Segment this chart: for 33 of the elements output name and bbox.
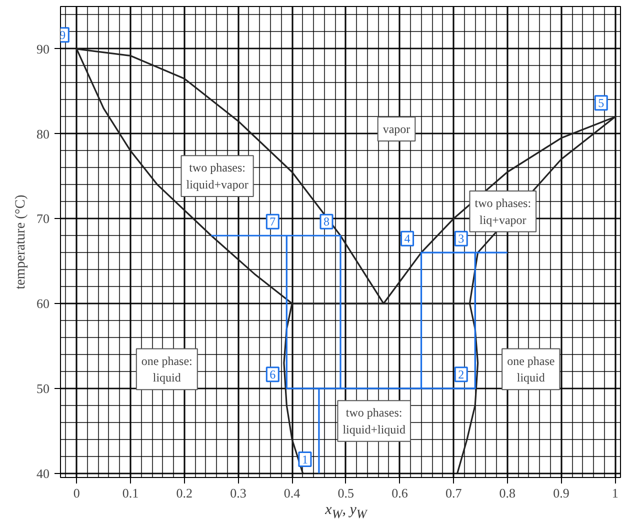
annotation: 6 [270,367,276,382]
x-tick-label: 0.7 [445,486,462,500]
annotation: 5 [598,96,604,110]
y-tick-label: 80 [36,126,50,142]
y-tick-label: 60 [36,296,50,312]
annotation: two phases: liq+vapor [474,196,532,227]
annotation: 7 [270,214,276,229]
y-tick-label: 50 [36,380,50,396]
x-tick-label: 0 [73,486,80,500]
x-tick-label: 0.4 [284,486,301,500]
y-tick-label: 90 [36,41,50,56]
x-tick-label: 0.5 [338,486,354,500]
x-axis-title: x$_{W}$, y$_{W}$ [324,501,368,523]
annotation: two phases: liquid+liquid [342,406,406,436]
y-tick-label: 70 [36,211,50,226]
y-axis-title: temperature (°C) [14,194,28,290]
annotation: 8 [324,214,330,229]
y-tick-label: 40 [36,466,50,481]
annotation: vapor [382,122,410,136]
x-tick-label: 1 [612,486,618,500]
annotation: one phase liquid [507,354,555,385]
x-tick-label: 0.6 [392,486,408,500]
x-tick-label: 0.2 [176,486,192,500]
x-tick-label: 0.9 [553,486,570,500]
annotation: 3 [458,232,464,246]
annotation: one phase: liquid [141,354,192,385]
annotation: two phases: liquid+vapor [186,160,248,192]
x-tick-label: 0.3 [230,486,246,500]
x-tick-label: 0.8 [499,486,516,500]
annotation: 2 [458,367,464,382]
annotation: 1 [302,452,308,466]
annotation: 4 [404,232,410,246]
x-tick-label: 0.1 [122,486,139,500]
